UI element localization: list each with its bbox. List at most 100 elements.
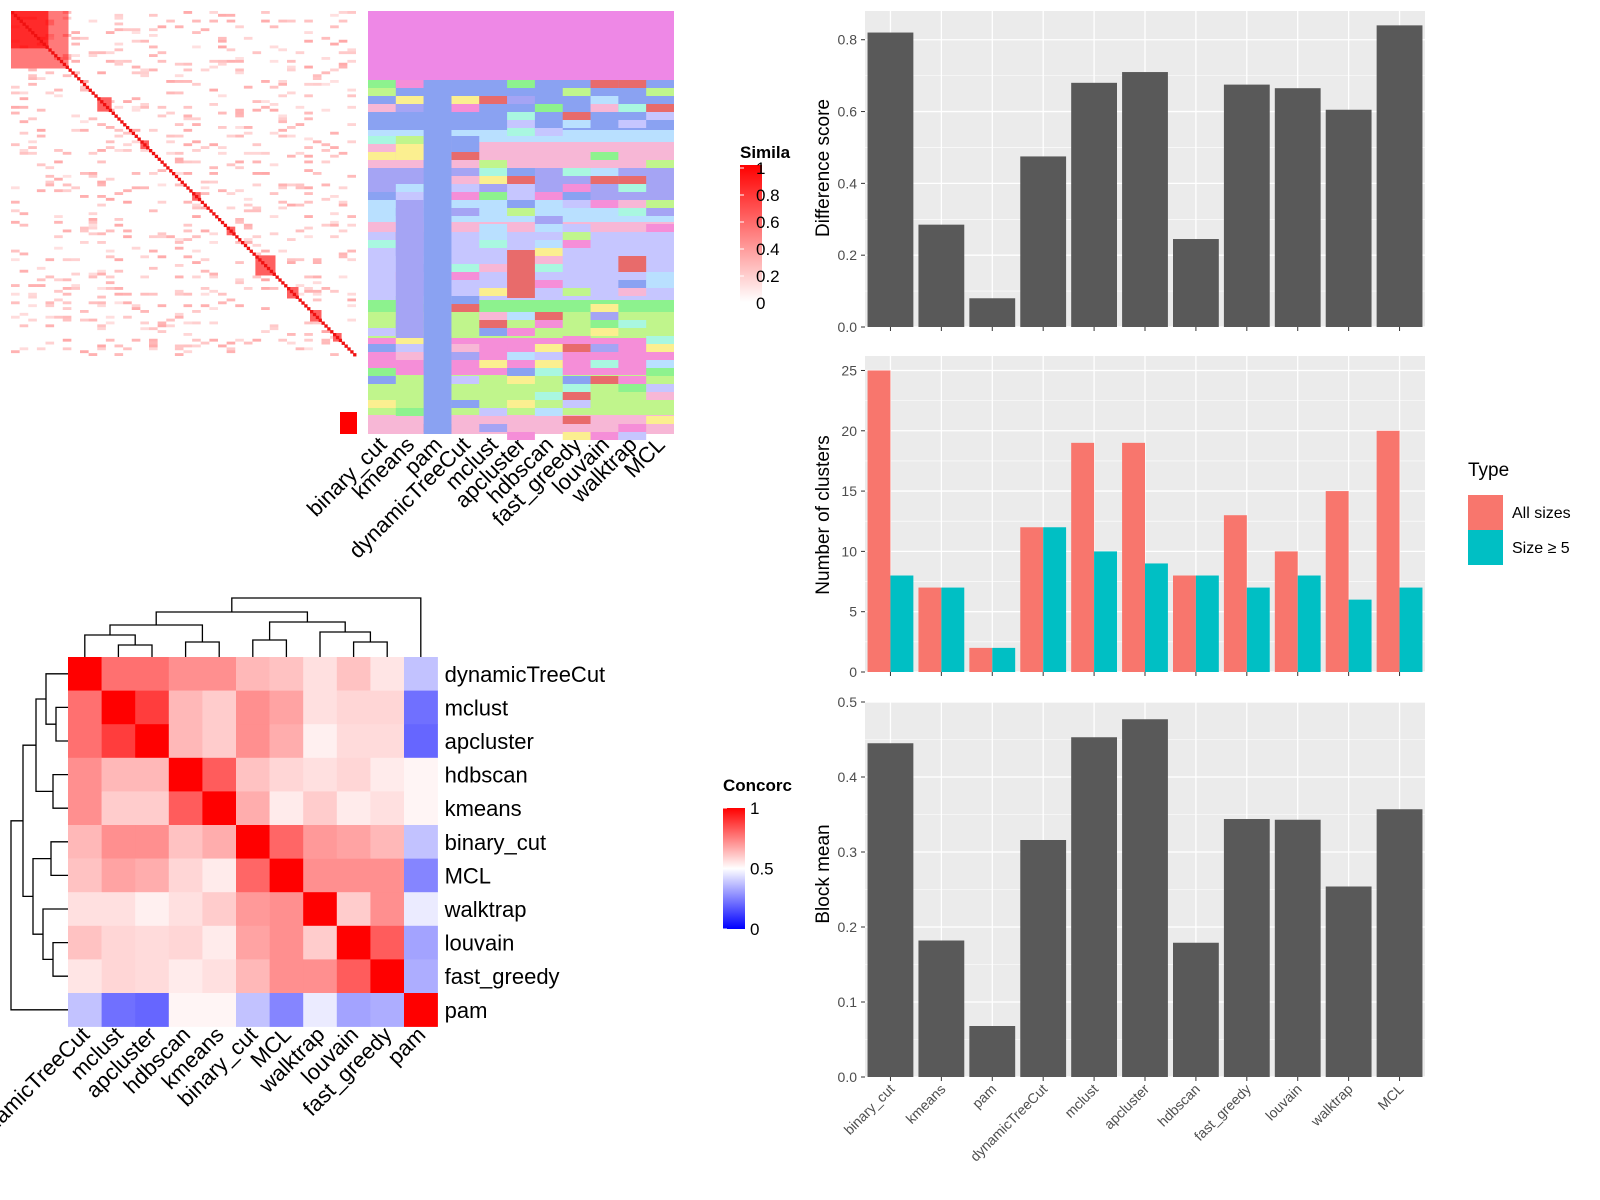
similarity-diagonal-cell [347, 347, 351, 351]
similarity-cell [183, 200, 193, 204]
concordance-cell [236, 791, 270, 826]
similarity-cell [105, 197, 115, 201]
similarity-diagonal-cell [255, 255, 259, 259]
concordance-cell [236, 858, 270, 893]
similarity-cell [123, 149, 132, 152]
membership-segment [590, 432, 619, 440]
similarity-cell [287, 341, 296, 345]
similarity-cell [295, 51, 305, 55]
similarity-cell [321, 183, 331, 187]
similarity-cell [183, 62, 193, 66]
similarity-cell [209, 172, 218, 175]
similarity-cell [269, 215, 279, 218]
similarity-cell [131, 128, 141, 132]
similarity-cell [88, 220, 98, 224]
similarity-cell [19, 347, 29, 351]
bar [1020, 156, 1067, 327]
similarity-cell [287, 261, 296, 264]
similarity-cell [149, 34, 158, 37]
similarity-diagonal-cell [350, 350, 354, 354]
similarity-cell [114, 128, 124, 132]
similarity-cell [45, 71, 55, 75]
membership-segment [507, 184, 535, 192]
similarity-cell [36, 189, 46, 193]
similarity-diagonal-cell [39, 39, 44, 44]
similarity-cell [36, 108, 46, 112]
membership-segment [451, 152, 480, 160]
similarity-legend-tick-label: 0.2 [756, 267, 780, 286]
similarity-cell [235, 126, 244, 129]
similarity-diagonal-cell [34, 34, 38, 38]
similarity-cell [114, 48, 124, 52]
similarity-cell [295, 151, 305, 155]
membership-segment [534, 408, 563, 416]
similarity-cell [131, 71, 141, 75]
similarity-cell [209, 272, 218, 276]
similarity-cell [287, 65, 296, 69]
similarity-cell [174, 264, 184, 267]
membership-segment [646, 200, 674, 208]
concordance-cell [101, 757, 136, 792]
similarity-cell [166, 91, 175, 95]
dendrogram-branch [35, 698, 53, 793]
similarity-legend: Simila 1 0.8 0.6 0.4 0.2 0 [740, 143, 791, 313]
similarity-cell [62, 189, 72, 193]
similarity-legend-tick-label: 0.4 [756, 240, 780, 259]
similarity-cell [183, 344, 193, 348]
similarity-cell [330, 131, 339, 135]
similarity-cell [123, 143, 132, 147]
similarity-diagonal-cell [108, 108, 113, 113]
similarity-cell [80, 310, 89, 313]
concordance-cell [303, 825, 338, 859]
membership-segment [507, 432, 535, 440]
membership-segment [618, 376, 647, 384]
similarity-cell [218, 13, 227, 17]
membership-segment [590, 328, 619, 336]
concordance-cell [370, 724, 405, 759]
similarity-diagonal-cell [246, 246, 251, 251]
similarity-cell [200, 28, 210, 32]
similarity-diagonal-cell [220, 220, 225, 225]
similarity-cell [19, 105, 29, 109]
similarity-cell [200, 229, 210, 233]
similarity-cell [28, 295, 37, 299]
similarity-cell [131, 28, 141, 32]
similarity-cell [62, 16, 72, 20]
similarity-cell [174, 123, 184, 126]
cluster-count-panel: Number of clusters 0 5 10 15 20 25 [813, 356, 1425, 680]
concordance-legend: Concorc 10.50 [723, 776, 792, 939]
similarity-diagonal-cell [74, 74, 78, 78]
membership-segment [590, 344, 619, 352]
membership-segment [590, 168, 619, 176]
bar [1071, 82, 1117, 328]
similarity-cell [218, 126, 227, 129]
y-tick-label: 0.3 [838, 844, 858, 860]
similarity-cell [62, 278, 72, 282]
similarity-diagonal-cell [232, 232, 236, 236]
similarity-cell [88, 172, 98, 175]
similarity-cell [71, 128, 80, 132]
similarity-diagonal-cell [215, 215, 219, 219]
similarity-cell [123, 189, 132, 193]
concordance-cell [404, 925, 438, 960]
concordance-legend-tick-label: 0.5 [750, 860, 774, 879]
membership-segment [368, 192, 396, 200]
similarity-diagonal-cell [333, 333, 337, 337]
similarity-cell [338, 252, 348, 256]
concordance-cell [135, 993, 170, 1027]
similarity-cell [140, 71, 149, 75]
similarity-cell [278, 19, 287, 23]
concordance-cell [303, 925, 338, 960]
similarity-cell [338, 255, 348, 259]
concordance-cell [336, 657, 371, 691]
similarity-cell [261, 151, 270, 155]
concordance-cell [135, 825, 170, 859]
bar-all-sizes [1020, 527, 1044, 672]
similarity-diagonal-cell [258, 258, 262, 262]
similarity-cell [157, 59, 167, 63]
concordance-cell [269, 892, 304, 927]
membership-segment [368, 240, 396, 248]
membership-segment [507, 120, 535, 128]
membership-segment [507, 368, 535, 376]
